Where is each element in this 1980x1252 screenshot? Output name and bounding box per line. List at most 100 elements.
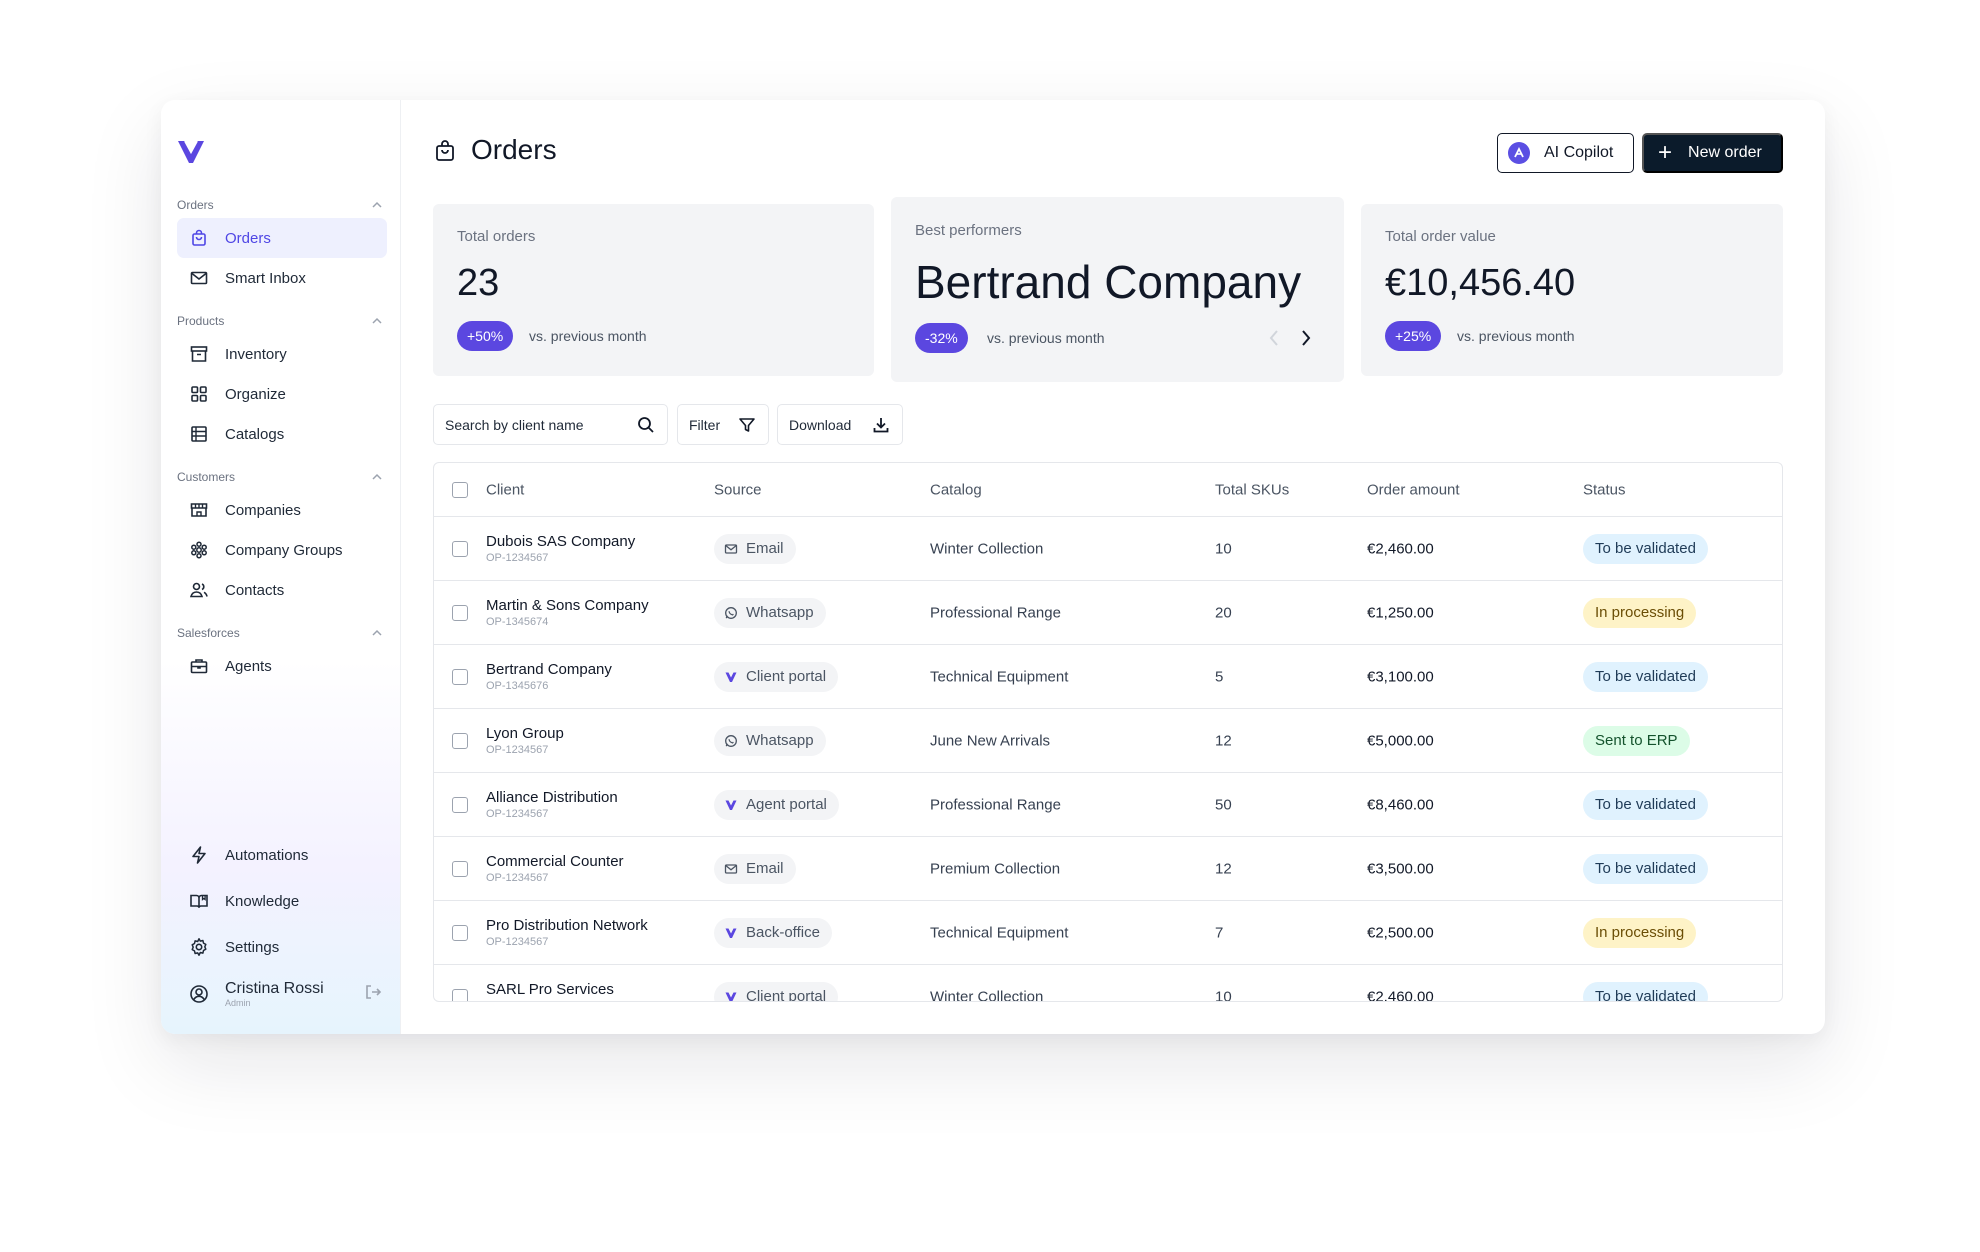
table-row[interactable]: Commercial Counter OP-1234567 Email Premium… bbox=[434, 837, 1782, 901]
best-performers-compare: vs. previous month bbox=[987, 330, 1105, 346]
sidebar-item-settings[interactable]: Settings bbox=[177, 924, 387, 970]
search-input[interactable] bbox=[445, 416, 625, 433]
order-id: OP-1234567 bbox=[486, 807, 549, 820]
total-orders-badge: +50% bbox=[457, 321, 514, 351]
sidebar-item-orders[interactable]: Orders bbox=[177, 218, 387, 258]
row-checkbox[interactable] bbox=[452, 668, 468, 685]
copilot-icon bbox=[1508, 142, 1530, 164]
table-row[interactable]: Pro Distribution Network OP-1234567 Back-o… bbox=[434, 901, 1782, 965]
client-cell[interactable]: Pro Distribution Network OP-1234567 bbox=[486, 917, 648, 949]
sidebar-item-organize[interactable]: Organize bbox=[177, 374, 387, 414]
table-row[interactable]: Alliance Distribution OP-1234567 Agent por… bbox=[434, 773, 1782, 837]
sidebar-item-label: Organize bbox=[225, 385, 286, 403]
brand-logo-icon[interactable] bbox=[176, 138, 206, 166]
chevron-up-icon[interactable] bbox=[371, 199, 383, 211]
chevron-up-icon[interactable] bbox=[371, 315, 383, 327]
sidebar-item-label: Smart Inbox bbox=[225, 269, 306, 287]
client-cell[interactable]: Martin & Sons Company OP-1345674 bbox=[486, 597, 649, 629]
table-body: Dubois SAS Company OP-1234567 Email Winter … bbox=[434, 517, 1782, 1002]
search-icon[interactable] bbox=[637, 416, 655, 434]
row-checkbox[interactable] bbox=[452, 540, 468, 557]
catalog-cell: Professional Range bbox=[930, 796, 1061, 813]
client-name: Alliance Distribution bbox=[486, 788, 618, 806]
sidebar-item-inventory[interactable]: Inventory bbox=[177, 334, 387, 374]
filter-button[interactable]: Filter bbox=[677, 404, 769, 445]
user-profile[interactable]: Cristina Rossi Admin bbox=[189, 972, 389, 1016]
book-icon bbox=[189, 891, 209, 911]
sidebar-section-title: Orders bbox=[177, 198, 214, 212]
best-performers-label: Best performers bbox=[915, 222, 1022, 239]
sidebar-item-agents[interactable]: Agents bbox=[177, 646, 387, 686]
brand-icon bbox=[724, 926, 738, 940]
sidebar-section-orders[interactable]: Orders bbox=[177, 196, 387, 214]
sidebar-item-company-groups[interactable]: Company Groups bbox=[177, 530, 387, 570]
order-id: OP-1234567 bbox=[486, 999, 614, 1002]
col-total-skus[interactable]: Total SKUs bbox=[1215, 481, 1290, 498]
total-orders-value: 23 bbox=[457, 262, 500, 304]
table-row[interactable]: Martin & Sons Company OP-1345674 Whatsapp P… bbox=[434, 581, 1782, 645]
row-checkbox[interactable] bbox=[452, 796, 468, 813]
chevron-left-icon[interactable] bbox=[1268, 329, 1280, 347]
sidebar-item-smart-inbox[interactable]: Smart Inbox bbox=[177, 258, 387, 298]
order-id: OP-1345674 bbox=[486, 615, 549, 628]
sidebar-section-salesforces[interactable]: Salesforces bbox=[177, 624, 387, 642]
client-name: Dubois SAS Company bbox=[486, 532, 636, 550]
total-orders-compare: vs. previous month bbox=[529, 328, 647, 344]
row-checkbox[interactable] bbox=[452, 860, 468, 877]
sidebar-item-companies[interactable]: Companies bbox=[177, 490, 387, 530]
select-all-checkbox[interactable] bbox=[452, 481, 468, 498]
page-title-text: Orders bbox=[471, 134, 557, 165]
source-badge: Whatsapp bbox=[714, 725, 826, 756]
sidebar-item-label: Company Groups bbox=[225, 541, 343, 559]
sidebar-item-label: Companies bbox=[225, 501, 301, 519]
table-row[interactable]: Lyon Group OP-1234567 Whatsapp June New Arr… bbox=[434, 709, 1782, 773]
col-status[interactable]: Status bbox=[1583, 481, 1626, 498]
client-cell[interactable]: SARL Pro ServicesOP-1234567 bbox=[486, 980, 614, 1002]
ai-copilot-label: AI Copilot bbox=[1544, 144, 1614, 161]
col-catalog[interactable]: Catalog bbox=[930, 481, 982, 498]
status-badge: To be validated bbox=[1583, 789, 1708, 820]
chevron-up-icon[interactable] bbox=[371, 627, 383, 639]
shopping-bag-icon bbox=[189, 228, 209, 248]
chevron-up-icon[interactable] bbox=[371, 471, 383, 483]
logout-icon[interactable] bbox=[363, 982, 383, 1002]
order-amount-cell: €8,460.00 bbox=[1367, 796, 1434, 813]
main-content: Orders AI Copilot + New order Total orde… bbox=[401, 100, 1825, 1034]
total-skus-cell: 7 bbox=[1215, 924, 1224, 941]
client-name: SARL Pro Services bbox=[486, 980, 614, 998]
sidebar-section-customers[interactable]: Customers bbox=[177, 468, 387, 486]
col-client[interactable]: Client bbox=[486, 481, 525, 498]
status-badge: In processing bbox=[1583, 917, 1697, 948]
sidebar-section-products[interactable]: Products bbox=[177, 312, 387, 330]
row-checkbox[interactable] bbox=[452, 604, 468, 621]
source-label: Whatsapp bbox=[746, 604, 814, 621]
table-row[interactable]: Dubois SAS Company OP-1234567 Email Winter … bbox=[434, 517, 1782, 581]
sidebar-item-catalogs[interactable]: Catalogs bbox=[177, 414, 387, 454]
table-header: Client Source Catalog Total SKUs Order a… bbox=[434, 463, 1782, 517]
client-cell[interactable]: Commercial Counter OP-1234567 bbox=[486, 853, 624, 885]
new-order-button[interactable]: + New order bbox=[1642, 133, 1783, 173]
sidebar-item-knowledge[interactable]: Knowledge bbox=[177, 878, 387, 924]
row-checkbox[interactable] bbox=[452, 988, 468, 1001]
client-cell[interactable]: Dubois SAS Company OP-1234567 bbox=[486, 533, 635, 565]
col-source[interactable]: Source bbox=[714, 481, 762, 498]
ai-copilot-button[interactable]: AI Copilot bbox=[1497, 133, 1634, 173]
source-badge: Email bbox=[714, 533, 796, 564]
sidebar-item-automations[interactable]: Automations bbox=[177, 832, 387, 878]
table-row[interactable]: SARL Pro ServicesOP-1234567 Client portal… bbox=[434, 965, 1782, 1002]
client-cell[interactable]: Bertrand Company OP-1345676 bbox=[486, 661, 612, 693]
status-badge: To be validated bbox=[1583, 661, 1708, 692]
chevron-right-icon[interactable] bbox=[1300, 329, 1312, 347]
client-cell[interactable]: Lyon Group OP-1234567 bbox=[486, 725, 564, 757]
client-cell[interactable]: Alliance Distribution OP-1234567 bbox=[486, 789, 618, 821]
col-order-amount[interactable]: Order amount bbox=[1367, 481, 1460, 498]
sidebar-bottom-nav: Automations Knowledge Settings bbox=[177, 832, 387, 970]
row-checkbox[interactable] bbox=[452, 732, 468, 749]
download-button[interactable]: Download bbox=[777, 404, 903, 445]
catalog-cell: June New Arrivals bbox=[930, 732, 1051, 749]
best-performers-pager bbox=[1268, 329, 1312, 347]
table-row[interactable]: Bertrand Company OP-1345676 Client portal T… bbox=[434, 645, 1782, 709]
row-checkbox[interactable] bbox=[452, 924, 468, 941]
mail-icon bbox=[724, 542, 738, 556]
sidebar-item-contacts[interactable]: Contacts bbox=[177, 570, 387, 610]
